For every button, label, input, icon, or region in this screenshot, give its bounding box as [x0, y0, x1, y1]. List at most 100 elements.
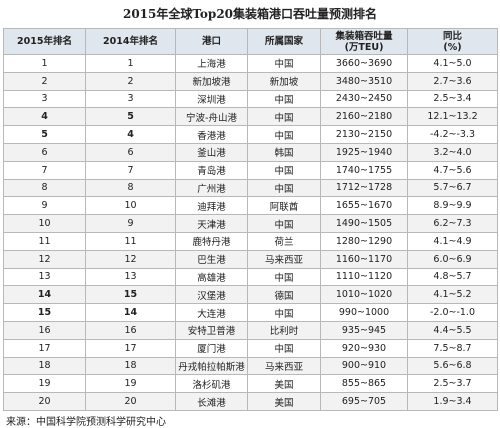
header-cell: 同比 (%): [407, 28, 498, 55]
table-row: 2 2 新加坡港 新加坡 3480~3510 2.7~3.6: [3, 71, 498, 91]
table-cell: 汉堡港: [175, 285, 248, 305]
header-text: 港口: [201, 36, 221, 47]
table-cell: 丹戎帕拉帕斯港: [175, 356, 248, 376]
table-cell: 4.1~4.9: [407, 231, 498, 251]
table-cell: 7.5~8.7: [407, 338, 498, 358]
header-cell: 所属国家: [247, 28, 321, 55]
table-cell: 3: [3, 89, 86, 109]
table-row: 15 14 大连港 中国 990~1000 -2.0~-1.0: [3, 303, 498, 322]
table-cell: 8: [3, 178, 86, 198]
table-cell: 8.9~9.9: [407, 196, 498, 216]
table-cell: 天津港: [175, 214, 248, 233]
table-cell: 中国: [247, 303, 321, 322]
table-cell: 14: [85, 303, 176, 322]
table-cell: 中国: [247, 54, 321, 73]
table-cell: 17: [3, 338, 86, 358]
table-cell: 855~865: [320, 374, 408, 394]
table-cell: 美国: [247, 392, 321, 411]
table-cell: 新加坡港: [175, 71, 248, 91]
table-cell: 釜山港: [175, 142, 248, 162]
table-cell: 新加坡: [247, 71, 321, 91]
table-cell: 5.6~6.8: [407, 356, 498, 376]
table-cell: 13: [3, 267, 86, 287]
table-cell: 1925~1940: [320, 142, 408, 162]
table-cell: 6: [85, 142, 176, 162]
table-cell: 1490~1505: [320, 214, 408, 233]
table-cell: 中国: [247, 338, 321, 358]
table-cell: 巴生港: [175, 249, 248, 269]
table-cell: 12: [3, 249, 86, 269]
table-cell: 20: [3, 392, 86, 411]
table-cell: 2160~2180: [320, 107, 408, 127]
table-cell: 1: [85, 54, 176, 73]
table-cell: 迪拜港: [175, 196, 248, 216]
table-cell: 厦门港: [175, 338, 248, 358]
header-cell: 2014年排名: [85, 28, 176, 55]
table-cell: 3: [85, 89, 176, 109]
table-cell: 香港港: [175, 125, 248, 144]
table-row: 3 3 深圳港 中国 2430~2450 2.5~3.4: [3, 89, 498, 109]
table-cell: 3.2~4.0: [407, 142, 498, 162]
table-cell: 4.7~5.6: [407, 160, 498, 180]
table-cell: 3480~3510: [320, 71, 408, 91]
table-row: 17 17 厦门港 中国 920~930 7.5~8.7: [3, 338, 498, 358]
table-cell: 16: [3, 320, 86, 340]
table-cell: 9: [3, 196, 86, 216]
table-cell: 1110~1120: [320, 267, 408, 287]
table-cell: 15: [85, 285, 176, 305]
table-cell: 12.1~13.2: [407, 107, 498, 127]
header-row: 2015年排名 2014年排名 港口 所属国家 集装箱吞吐量 (万TEU) 同比 (%): [3, 28, 498, 55]
table-cell: 695~705: [320, 392, 408, 411]
table-row: 18 18 丹戎帕拉帕斯港 马来西亚 900~910 5.6~6.8: [3, 356, 498, 376]
header-text: 集装箱吞吐量: [335, 30, 393, 42]
table-cell: 4.1~5.2: [407, 285, 498, 305]
table-cell: 3660~3690: [320, 54, 408, 73]
table-cell: 1712~1728: [320, 178, 408, 198]
table-row: 6 6 釜山港 韩国 1925~1940 3.2~4.0: [3, 142, 498, 162]
table-cell: 4.1~5.0: [407, 54, 498, 73]
table-cell: 美国: [247, 374, 321, 394]
table-cell: 6.2~7.3: [407, 214, 498, 233]
table-cell: 中国: [247, 89, 321, 109]
table-row: 4 5 宁波-舟山港 中国 2160~2180 12.1~13.2: [3, 107, 498, 127]
table-cell: 荷兰: [247, 231, 321, 251]
header-text: 2015年排名: [17, 36, 72, 47]
table-cell: 8: [85, 178, 176, 198]
table-cell: 2: [3, 71, 86, 91]
table-cell: 5: [85, 107, 176, 127]
table-cell: 19: [85, 374, 176, 394]
table-cell: 4: [3, 107, 86, 127]
table-cell: 17: [85, 338, 176, 358]
table-cell: 2: [85, 71, 176, 91]
table-cell: 高雄港: [175, 267, 248, 287]
table-cell: 7: [85, 160, 176, 180]
table-row: 1 1 上海港 中国 3660~3690 4.1~5.0: [3, 54, 498, 73]
table-cell: 14: [3, 285, 86, 305]
table-body: 1 1 上海港 中国 3660~3690 4.1~5.0 2 2 新加坡港 新加坡 3480~351…: [3, 54, 498, 411]
table-cell: 中国: [247, 160, 321, 180]
title: 2015年全球Top20集装箱港口吞吐量预测排名: [122, 7, 378, 21]
table-cell: 12: [85, 249, 176, 269]
table-cell: 2430~2450: [320, 89, 408, 109]
table-cell: 广州港: [175, 178, 248, 198]
table-cell: 2.5~3.4: [407, 89, 498, 109]
table-cell: 宁波-舟山港: [175, 107, 248, 127]
table-cell: 19: [3, 374, 86, 394]
table-cell: 18: [3, 356, 86, 376]
table-cell: 比利时: [247, 320, 321, 340]
table-cell: 20: [85, 392, 176, 411]
table-row: 11 11 鹿特丹港 荷兰 1280~1290 4.1~4.9: [3, 231, 498, 251]
table-cell: 13: [85, 267, 176, 287]
table-row: 5 4 香港港 中国 2130~2150 -4.2~-3.3: [3, 125, 498, 144]
header-cell: 2015年排名: [3, 28, 86, 55]
table-cell: 11: [85, 231, 176, 251]
table-cell: 大连港: [175, 303, 248, 322]
table-cell: 长滩港: [175, 392, 248, 411]
table-cell: 马来西亚: [247, 249, 321, 269]
table-row: 16 16 安特卫普港 比利时 935~945 4.4~5.5: [3, 320, 498, 340]
table-cell: 10: [85, 196, 176, 216]
table-cell: 1.9~3.4: [407, 392, 498, 411]
table-cell: 深圳港: [175, 89, 248, 109]
table-cell: 洛杉矶港: [175, 374, 248, 394]
table-cell: 990~1000: [320, 303, 408, 322]
